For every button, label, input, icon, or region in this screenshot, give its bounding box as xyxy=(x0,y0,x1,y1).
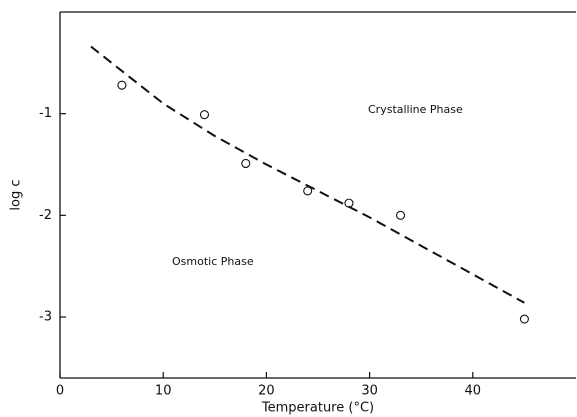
data-point xyxy=(241,158,251,169)
x-tick-label: 10 xyxy=(155,384,172,399)
annotation: Osmotic Phase xyxy=(172,255,254,268)
x-tick-label: 40 xyxy=(465,384,482,399)
x-tick-label: 30 xyxy=(361,384,378,399)
data-point xyxy=(396,210,406,220)
x-tick-label: 0 xyxy=(56,384,64,399)
y-tick-label: -3 xyxy=(39,310,52,325)
y-axis-label: log c xyxy=(9,179,24,210)
annotation: Crystalline Phase xyxy=(368,103,463,116)
data-point xyxy=(199,110,210,120)
data-point xyxy=(519,314,529,324)
dashed-line xyxy=(90,45,525,304)
x-tick-label: 20 xyxy=(258,384,275,399)
y-tick-label: -2 xyxy=(39,208,52,223)
y-tick-label: -1 xyxy=(39,106,52,121)
x-axis-label: Temperature (°C) xyxy=(261,401,374,416)
data-point xyxy=(303,186,313,196)
data-point xyxy=(117,80,127,90)
